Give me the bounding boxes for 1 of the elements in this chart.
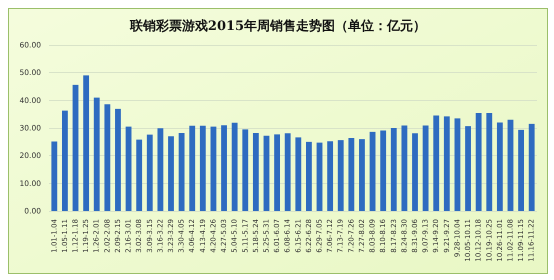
chart-title: 联销彩票游戏2015年周销售走势图（单位：亿元） <box>128 18 426 34</box>
